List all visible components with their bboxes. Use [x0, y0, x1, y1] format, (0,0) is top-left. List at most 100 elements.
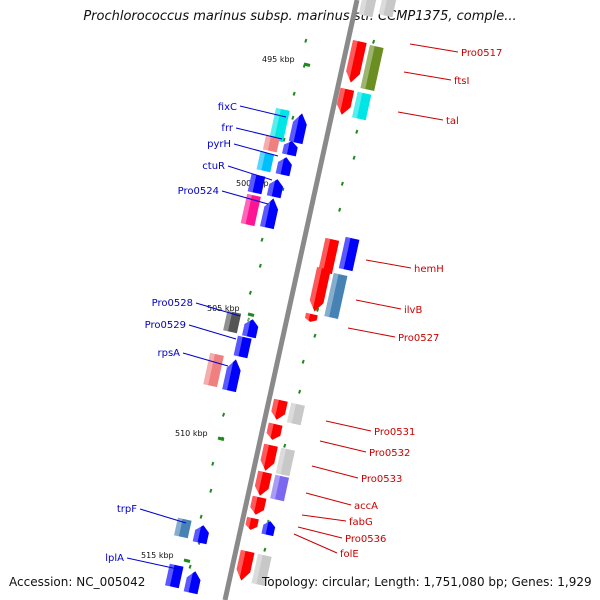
gene-pro0528: [223, 310, 242, 334]
gene-pro0536-shape: [245, 516, 259, 530]
gene-fole-shape: [251, 553, 272, 587]
forward-label: fixC: [218, 102, 237, 113]
gene-hemh-a-shine: [318, 237, 331, 273]
gene-ilvb-a: [307, 267, 331, 312]
gene-top-gray2-shine: [378, 0, 389, 16]
gene-pro0517-shape: [346, 39, 367, 83]
gene-fixc-shine: [288, 111, 301, 143]
gene-ilvb: [324, 273, 348, 319]
forward-label-leader: [235, 127, 283, 140]
forward-label: Pro0529: [145, 320, 186, 331]
backbone-line: [222, 0, 360, 600]
reverse-label-leader: [347, 327, 396, 338]
gene-ctur-b-shine: [266, 177, 276, 197]
tick-mark: [221, 412, 226, 417]
gene-lpla-b: [183, 569, 201, 595]
tick-mark: [292, 91, 296, 96]
tick-mark: [338, 207, 342, 212]
gene-trpf-b-shine: [192, 523, 202, 543]
reverse-label: Pro0536: [345, 534, 386, 545]
gene-top-gray-shape: [358, 0, 378, 18]
gene-pro0536: [244, 516, 259, 530]
reverse-label: hemH: [414, 264, 444, 275]
gene-pro0532-shine: [265, 422, 274, 440]
tick-mark: [263, 547, 267, 552]
gene-pyrh: [256, 151, 275, 173]
gene-pro0533-shine: [275, 447, 287, 475]
gene-tal-a: [334, 87, 355, 115]
gene-hemh-a: [318, 237, 340, 275]
gene-ilvb-shape: [324, 273, 348, 319]
forward-label-leader: [182, 352, 229, 367]
tick-mark: [282, 137, 286, 142]
gene-ilvb-a-shine: [307, 267, 322, 312]
gene-fixc-a-shine: [269, 107, 281, 141]
reverse-label: Pro0531: [374, 427, 415, 438]
gene-pro0529-shape: [233, 335, 252, 359]
reverse-label: Pro0517: [461, 48, 502, 59]
gene-trpf: [174, 517, 192, 539]
gene-pyrh-b: [275, 155, 292, 177]
reverse-label-leader: [409, 43, 459, 53]
gene-acca-shine: [270, 474, 281, 500]
gene-pro0531-shine: [286, 402, 297, 424]
gene-pro0529: [233, 335, 252, 359]
gene-frr-shape: [262, 135, 280, 153]
tick-mark: [283, 443, 287, 448]
gene-ctur-shape: [247, 173, 266, 195]
forward-label: ctuR: [202, 161, 225, 172]
scale-label: 515 kbp: [141, 551, 174, 560]
gene-fixc-shape: [288, 113, 307, 145]
scale-tick: [183, 558, 191, 563]
tick-mark: [340, 181, 344, 186]
gene-pro0517: [344, 39, 367, 83]
gene-pro0528-b-shine: [242, 317, 251, 337]
tick-mark: [260, 237, 264, 242]
forward-label-leader: [239, 105, 287, 118]
reverse-label: ftsI: [454, 76, 469, 87]
gene-pro0536-b-shape: [261, 521, 276, 537]
gene-pro0531-shape: [286, 402, 305, 426]
scale-label: 495 kbp: [262, 55, 295, 64]
gene-fabg: [248, 495, 267, 515]
gene-pro0528-b-shape: [242, 319, 259, 339]
tick-mark: [298, 389, 302, 394]
gene-frr-b-shape: [282, 141, 298, 157]
gene-pro0527-shape: [304, 312, 318, 322]
gene-ilvb-shine: [324, 273, 339, 318]
gene-pro0533-a: [258, 443, 278, 471]
gene-fole-a-shine: [234, 549, 246, 581]
gene-fole-a-shape: [236, 549, 255, 581]
scale-tick: [217, 436, 225, 441]
reverse-label: folE: [340, 549, 359, 560]
reverse-label-leader: [397, 111, 444, 121]
gene-pyrh-b-shine: [275, 155, 285, 175]
gene-top-gray2-shape: [378, 0, 398, 18]
gene-acca-shape: [270, 474, 290, 502]
gene-pro0536-shine: [244, 516, 252, 530]
gene-frr-shine: [262, 135, 271, 151]
topology-text: Topology: circular; Length: 1,751,080 bp…: [262, 575, 592, 589]
gene-hemh-shape: [338, 236, 360, 272]
gene-ctur-b: [266, 177, 284, 199]
reverse-label-leader: [297, 526, 343, 539]
forward-label-leader: [233, 143, 279, 157]
gene-fabg-shine: [248, 495, 258, 515]
reverse-label-leader: [319, 440, 367, 453]
reverse-label-leader: [305, 492, 352, 506]
forward-label-leader: [188, 324, 237, 340]
tick-mark: [188, 564, 192, 569]
tick-mark: [355, 129, 359, 134]
gene-tal-a-shape: [336, 87, 355, 115]
gene-lpla-shape: [165, 563, 184, 589]
forward-label-leader: [126, 557, 183, 571]
tick-mark: [352, 155, 356, 160]
reverse-label: fabG: [349, 517, 373, 528]
gene-trpf-b: [192, 523, 209, 545]
reverse-label: accA: [354, 501, 378, 512]
gene-pro0533: [275, 447, 295, 477]
gene-pro0528-shine: [223, 310, 233, 332]
scale-label: 505 kbp: [207, 304, 240, 313]
reverse-label: Pro0527: [398, 333, 439, 344]
